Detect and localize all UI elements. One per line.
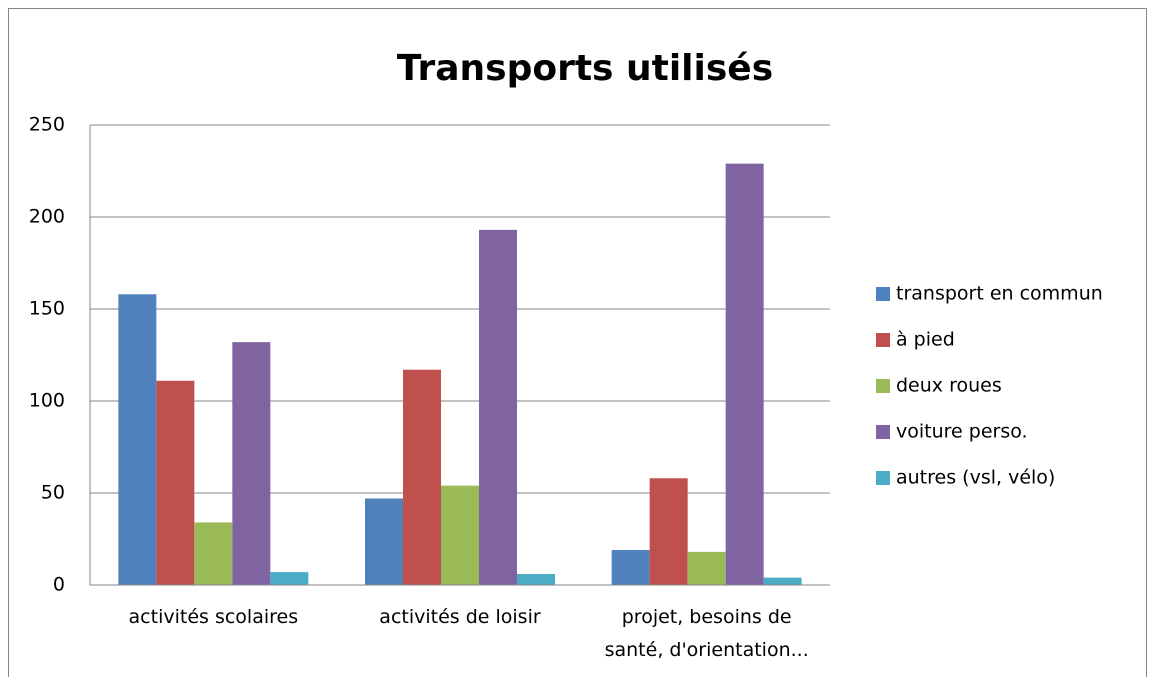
y-tick-label: 150 (29, 298, 65, 320)
bar (611, 550, 650, 585)
bar (649, 478, 688, 585)
bar (365, 498, 403, 585)
bar (763, 577, 802, 585)
bar (118, 294, 157, 585)
bar (194, 522, 233, 585)
x-tick-label: activités de loisir (379, 606, 541, 628)
legend-label: voiture perso. (896, 421, 1028, 443)
bar (479, 229, 517, 585)
bar (725, 163, 764, 585)
legend-swatch (876, 379, 890, 393)
legend-swatch (876, 471, 890, 485)
legend-swatch (876, 287, 890, 301)
legend-label: deux roues (896, 375, 1002, 397)
bar (403, 369, 441, 585)
legend-label: à pied (896, 329, 955, 351)
y-tick-label: 50 (41, 482, 65, 504)
chart-title: Transports utilisés (397, 48, 773, 89)
bar (232, 342, 271, 585)
bar (687, 551, 726, 585)
bar (441, 485, 479, 585)
x-tick-label: projet, besoins de santé, d'orientation..… (605, 606, 809, 661)
legend-swatch (876, 333, 890, 347)
legend-label: autres (vsl, vélo) (896, 467, 1055, 489)
bar (156, 380, 195, 585)
legend-swatch (876, 425, 890, 439)
bar (517, 573, 555, 585)
y-tick-label: 250 (29, 114, 65, 136)
y-tick-label: 100 (29, 390, 65, 412)
y-tick-label: 200 (29, 206, 65, 228)
legend-label: transport en commun (896, 283, 1103, 305)
bar (270, 572, 309, 585)
y-tick-label: 0 (53, 574, 65, 596)
x-tick-label: activités scolaires (129, 606, 299, 628)
